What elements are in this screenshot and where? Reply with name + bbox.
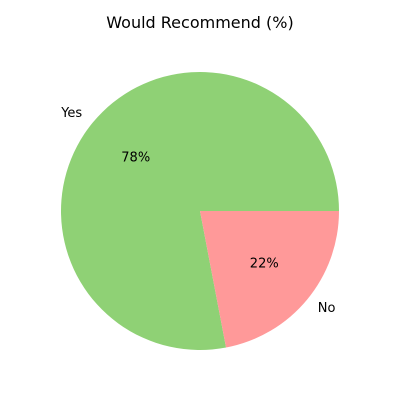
pct-label-no: 22% xyxy=(250,257,279,272)
chart-title: Would Recommend (%) xyxy=(106,13,293,32)
pct-label-yes: 78% xyxy=(121,150,150,165)
pie-slice-no xyxy=(200,211,339,348)
pie-slices xyxy=(60,71,339,351)
slice-label-yes: Yes xyxy=(60,106,82,121)
slice-label-no: No xyxy=(318,301,336,316)
pie-labels: Yes 78% No 22% xyxy=(60,106,335,316)
